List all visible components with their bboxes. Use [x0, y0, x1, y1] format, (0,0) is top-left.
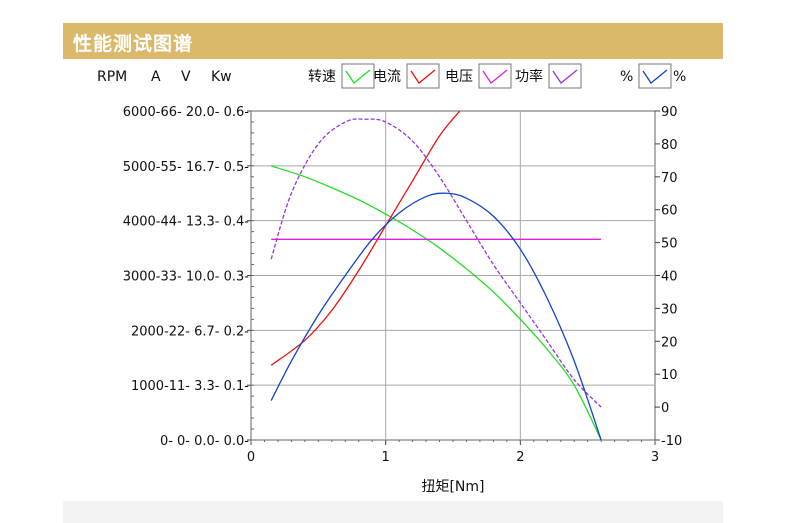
y-left-tick-label: 0- 0- 0.0- 0.0- — [160, 434, 249, 449]
series-line — [270, 118, 602, 408]
title-banner: 性能测试图谱 — [63, 23, 723, 59]
legend-swatch-box — [341, 63, 375, 89]
performance-chart: 6000-66- 20.0- 0.6- 5000-55- 16.7- 0.5- 40… — [97, 63, 686, 495]
x-tick-label: 1 — [382, 450, 390, 465]
x-tick-label: 0 — [247, 450, 255, 465]
legend-swatch — [642, 69, 668, 84]
legend-label: 电压 — [445, 69, 473, 85]
y-right-tick-label: 10 — [661, 368, 678, 383]
page-title: 性能测试图谱 — [73, 33, 194, 55]
y-right-tick-label: 0 — [661, 401, 669, 416]
x-tick-label: 3 — [651, 450, 659, 465]
y-right-tick-label: 90 — [661, 105, 678, 120]
legend-swatch — [345, 69, 371, 84]
legend-label: 转速 — [308, 69, 336, 85]
y-right-tick-label: 80 — [661, 138, 678, 153]
legend-swatch-box — [548, 63, 582, 89]
y-right-tick-label: 70 — [661, 171, 678, 186]
legend-swatch-box — [478, 63, 512, 89]
bottom-strip — [63, 501, 723, 523]
y-right-tick-label: 30 — [661, 302, 678, 317]
legend-label: % — [620, 69, 633, 85]
chart-panel: 6000-66- 20.0- 0.6- 5000-55- 16.7- 0.5- 40… — [63, 59, 723, 501]
y-right-tick-label: 40 — [661, 270, 678, 285]
y-left-axis-header: RPM — [97, 69, 127, 85]
y-left-tick-label: 1000-11- 3.3- 0.1- — [131, 379, 249, 394]
y-right-tick-label: 20 — [661, 335, 678, 350]
y-right-tick-label: -10 — [661, 434, 682, 449]
x-tick-label: 2 — [516, 450, 524, 465]
y-left-tick-label: 6000-66- 20.0- 0.6- — [123, 105, 250, 120]
legend-swatch — [410, 69, 436, 84]
legend-swatch-box — [406, 63, 440, 89]
y-right-tick-label: 60 — [661, 204, 678, 219]
legend-swatch — [552, 69, 578, 84]
legend-label: 电流 — [373, 69, 401, 85]
legend-swatch — [482, 69, 508, 84]
y-left-axis-header: A — [151, 69, 161, 85]
y-left-tick-label: 4000-44- 13.3- 0.4- — [123, 215, 250, 230]
series-line — [270, 110, 461, 366]
y-right-tick-label: 50 — [661, 237, 678, 252]
x-axis-label: 扭矩[Nm] — [421, 479, 484, 495]
legend-label: 功率 — [515, 68, 543, 85]
y-left-tick-label: 3000-33- 10.0- 0.3- — [123, 270, 250, 285]
y-left-axis-header: V — [181, 69, 191, 85]
series-line — [270, 192, 602, 441]
series-line — [270, 165, 602, 441]
y-left-axis-header: Kw — [211, 69, 232, 85]
legend-swatch-box — [638, 63, 672, 89]
y-right-axis-header: % — [673, 69, 686, 85]
y-left-tick-label: 5000-55- 16.7- 0.5- — [123, 160, 250, 175]
y-left-tick-label: 2000-22- 6.7- 0.2- — [131, 324, 249, 339]
